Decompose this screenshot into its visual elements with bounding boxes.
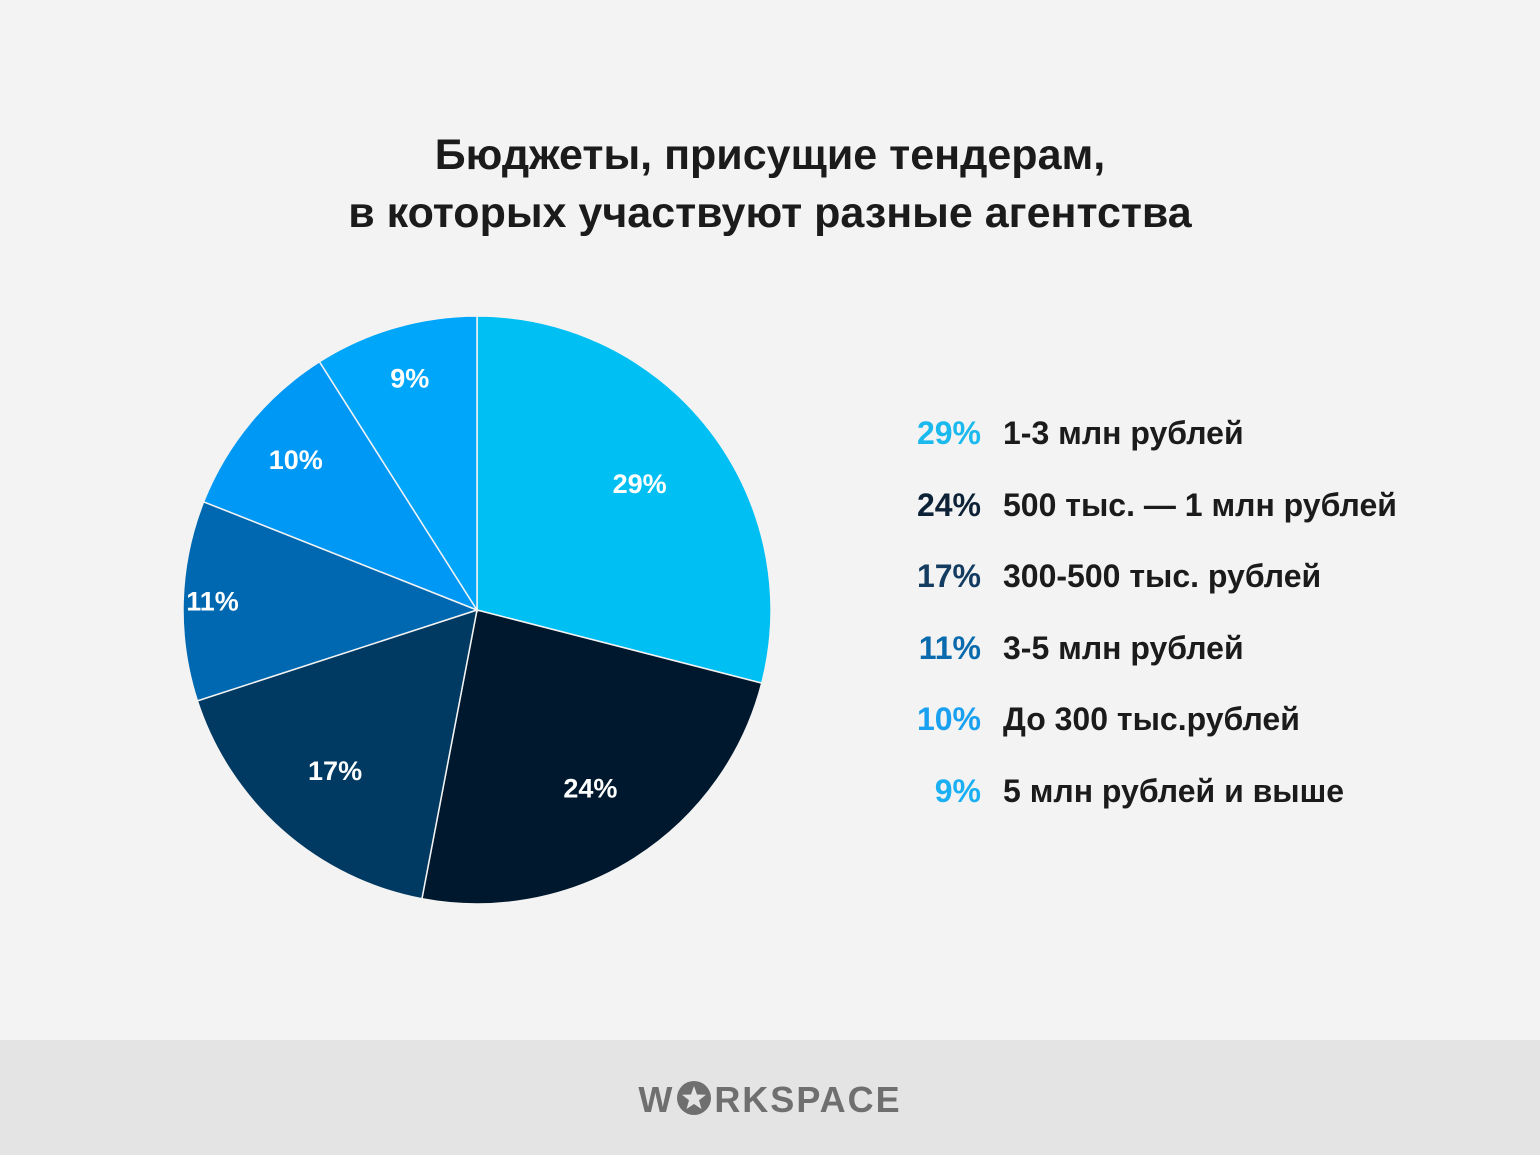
- footer-bar: [0, 1040, 1540, 1155]
- legend-item: 17% 300-500 тыс. рублей: [880, 541, 1520, 613]
- legend-item: 9% 5 млн рублей и выше: [880, 756, 1520, 828]
- chart-title-line-2: в которых участвуют разные агентства: [348, 189, 1192, 237]
- legend-label: 1-3 млн рублей: [1003, 415, 1244, 452]
- slice-value-label: 24%: [563, 774, 617, 804]
- pie-slice: [202, 360, 479, 612]
- pie-slice: [196, 608, 478, 900]
- legend: 29% 1-3 млн рублей 24% 500 тыс. — 1 млн …: [880, 398, 1520, 827]
- legend-label: До 300 тыс.рублей: [1003, 701, 1300, 738]
- legend-item: 24% 500 тыс. — 1 млн рублей: [880, 470, 1520, 542]
- slice-value-label: 9%: [390, 363, 429, 393]
- legend-percent: 11%: [918, 629, 981, 666]
- pie-slice: [421, 609, 763, 905]
- legend-item: 11% 3-5 млн рублей: [880, 613, 1520, 685]
- legend-item: 29% 1-3 млн рублей: [880, 398, 1520, 470]
- legend-label: 500 тыс. — 1 млн рублей: [1003, 486, 1397, 523]
- star-icon: [677, 1081, 712, 1115]
- legend-label: 300-500 тыс. рублей: [1003, 558, 1322, 595]
- legend-percent: 24%: [916, 486, 981, 523]
- slice-value-label: 17%: [308, 756, 362, 786]
- legend-percent: 10%: [916, 701, 981, 738]
- pie-slice: [476, 315, 772, 685]
- logo-text-left: W: [638, 1079, 675, 1120]
- chart-title-line-1: Бюджеты, присущие тендерам,: [434, 131, 1106, 179]
- slice-value-label: 10%: [269, 445, 323, 475]
- pie-slice: [182, 500, 480, 702]
- workspace-logo: W RKSPACE: [0, 1078, 1540, 1121]
- legend-label: 5 млн рублей и выше: [1003, 772, 1345, 809]
- legend-percent: 29%: [916, 415, 981, 452]
- pie-chart: 29% 24% 17% 11% 10% 9%: [182, 315, 772, 905]
- legend-percent: 9%: [934, 772, 981, 809]
- slice-value-label: 29%: [613, 469, 667, 499]
- legend-percent: 17%: [916, 558, 981, 595]
- logo-text-right: RKSPACE: [714, 1079, 902, 1120]
- pie-slice: [318, 315, 478, 613]
- legend-label: 3-5 млн рублей: [1003, 629, 1244, 666]
- chart-title: Бюджеты, присущие тендерам, в которых уч…: [0, 126, 1540, 242]
- slice-value-label: 11%: [186, 587, 239, 617]
- legend-item: 10% До 300 тыс.рублей: [880, 684, 1520, 756]
